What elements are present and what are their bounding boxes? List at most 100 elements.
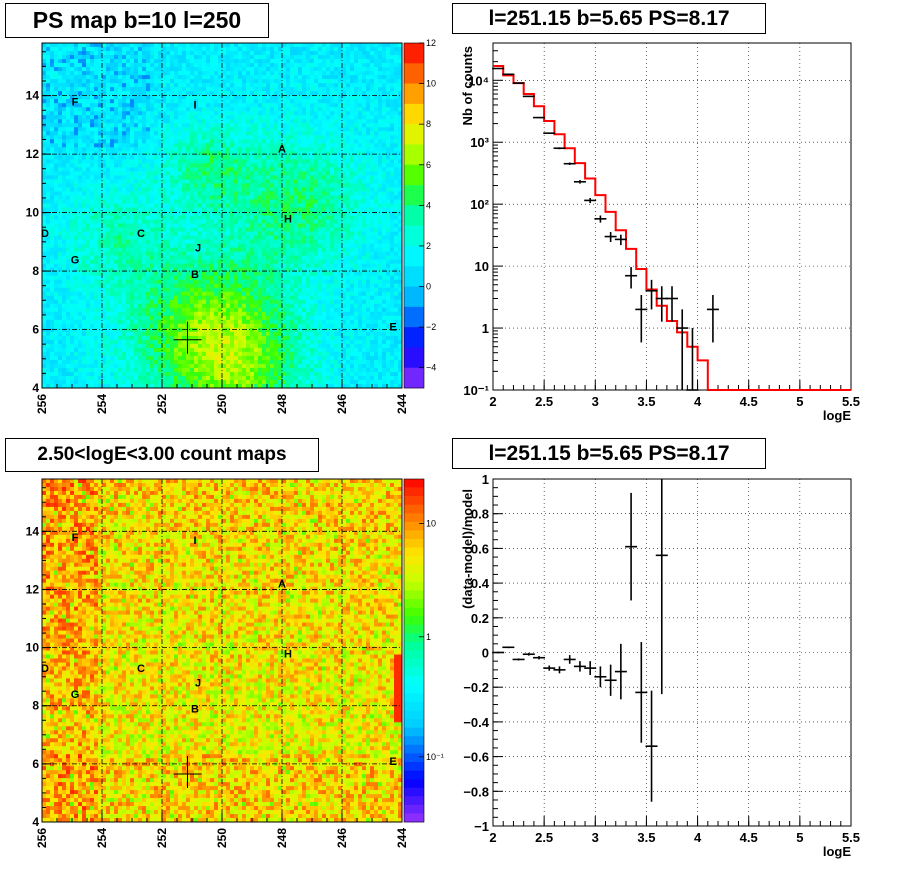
source-label-F: F	[72, 532, 79, 544]
x-tick-label: 4.5	[740, 394, 758, 409]
y-tick-label: 10²	[470, 197, 489, 212]
source-label-E: E	[389, 322, 396, 334]
residual-point	[563, 655, 576, 664]
y-tick-label: 6	[32, 323, 39, 337]
colorbar-tick-label: 8	[426, 119, 431, 129]
source-label-B: B	[191, 269, 199, 281]
source-label-I: I	[193, 99, 196, 111]
spectrum-frame	[492, 42, 852, 391]
x-tick-label: 250	[215, 828, 229, 848]
x-tick-label: 2.5	[535, 394, 553, 409]
data-point	[543, 132, 556, 134]
x-tick-label: 4.5	[740, 830, 758, 845]
x-tick-label: 3	[592, 830, 599, 845]
spectrum-plot: 2 2.5 3 3.5 4 4.5 5 5.5 10⁻¹ 1 10 10² 10³ 10⁴ logE Nb o…	[460, 42, 860, 423]
colorbar-tick-label: 2	[426, 241, 431, 251]
source-label-G: G	[71, 254, 80, 266]
source-label-D: D	[41, 663, 49, 675]
residual-title: l=251.15 b=5.65 PS=8.17	[452, 438, 766, 469]
x-tick-label: 5.5	[842, 394, 860, 409]
x-tick-label: 2	[489, 830, 496, 845]
residual-point	[614, 643, 627, 700]
y-tick-label: −0.6	[463, 750, 489, 765]
x-tick-label: 246	[335, 394, 349, 414]
residual-point	[522, 652, 535, 656]
data-point	[604, 232, 617, 242]
data-point	[522, 95, 535, 98]
ps-map-heatmap	[42, 43, 403, 389]
residual-point	[573, 661, 586, 672]
y-tick-label: 12	[26, 147, 40, 161]
y-tick-label: −1	[474, 819, 489, 834]
y-tick-label: 10	[26, 641, 40, 655]
x-tick-label: 252	[155, 828, 169, 848]
colorbar-tick-label: 0	[426, 282, 431, 292]
source-label-E: E	[389, 756, 396, 768]
x-tick-label: 3.5	[637, 830, 655, 845]
y-tick-label: 14	[26, 524, 40, 538]
x-tick-label: 246	[335, 828, 349, 848]
y-tick-label: 8	[32, 264, 39, 278]
x-tick-label: 254	[95, 828, 109, 848]
y-tick-label: 0.6	[471, 541, 489, 556]
y-tick-label: 10⁴	[468, 73, 489, 88]
x-tick-label: 254	[95, 394, 109, 414]
residual-point	[584, 661, 597, 676]
map-axis	[41, 51, 403, 389]
data-point	[594, 215, 607, 223]
source-label-H: H	[284, 648, 292, 660]
spectrum-panel: 2 2.5 3 3.5 4 4.5 5 5.5 10⁻¹ 1 10 10² 10³ 10⁴ logE Nb o…	[440, 0, 898, 435]
data-point	[512, 82, 525, 84]
count-map-title: 2.50<logE<3.00 count maps	[5, 438, 319, 472]
residual-frame	[492, 478, 852, 827]
data-point	[676, 309, 689, 390]
x-tick-label: 4	[694, 394, 702, 409]
x-tick-label: 248	[275, 828, 289, 848]
y-tick-label: 14	[26, 89, 40, 103]
x-tick-label: 244	[395, 828, 409, 848]
residual-panel: 2 2.5 3 3.5 4 4.5 5 5.5 1 0.8 0.6 0.4 0.2 0 −0.2 −0.4 −0…	[440, 435, 898, 871]
colorbar-tick-label: 10	[426, 79, 436, 89]
colorbar-tick-label: −4	[426, 363, 436, 373]
source-label-B: B	[191, 704, 199, 716]
source-label-D: D	[41, 228, 49, 240]
map-axis	[41, 487, 403, 823]
residual-y-label: (data-model)/model	[460, 489, 475, 609]
count-map-plot: 256 254 252 250 248 246 244 4 6 8 10 12 14 F I A H D C J G B E…	[26, 478, 444, 848]
y-tick-label: 10	[475, 259, 489, 274]
count-colorbar	[403, 478, 425, 823]
y-tick-label: 10	[26, 206, 40, 220]
x-tick-label: 4	[694, 830, 702, 845]
colorbar-tick-label: 12	[426, 38, 436, 48]
colorbar-tick-label: 4	[426, 200, 431, 210]
y-tick-label: 10⁻¹	[463, 383, 489, 398]
data-point	[645, 279, 658, 310]
source-label-J: J	[195, 243, 201, 255]
data-point	[563, 162, 576, 166]
data-point	[573, 180, 586, 184]
map-grid	[42, 43, 402, 388]
data-point	[706, 295, 719, 343]
x-tick-label: 5	[796, 394, 803, 409]
spectrum-y-label: Nb of counts	[460, 46, 475, 125]
x-tick-label: 252	[155, 394, 169, 414]
source-label-C: C	[137, 663, 145, 675]
y-tick-label: 4	[32, 381, 39, 395]
residual-point	[625, 492, 638, 601]
data-point	[666, 286, 678, 322]
x-tick-label: 256	[35, 394, 49, 414]
y-tick-label: 0	[482, 646, 489, 661]
residual-point	[553, 666, 566, 674]
y-tick-label: 12	[26, 582, 40, 596]
data-point	[553, 147, 566, 150]
data-point	[635, 295, 648, 343]
residual-point	[645, 690, 658, 802]
source-label-A: A	[278, 143, 286, 155]
spectrum-title: l=251.15 b=5.65 PS=8.17	[452, 3, 766, 34]
x-tick-label: 256	[35, 828, 49, 848]
data-point	[584, 198, 597, 204]
y-tick-label: 0.4	[471, 576, 490, 591]
source-label-H: H	[284, 213, 292, 225]
source-label-I: I	[193, 535, 196, 547]
